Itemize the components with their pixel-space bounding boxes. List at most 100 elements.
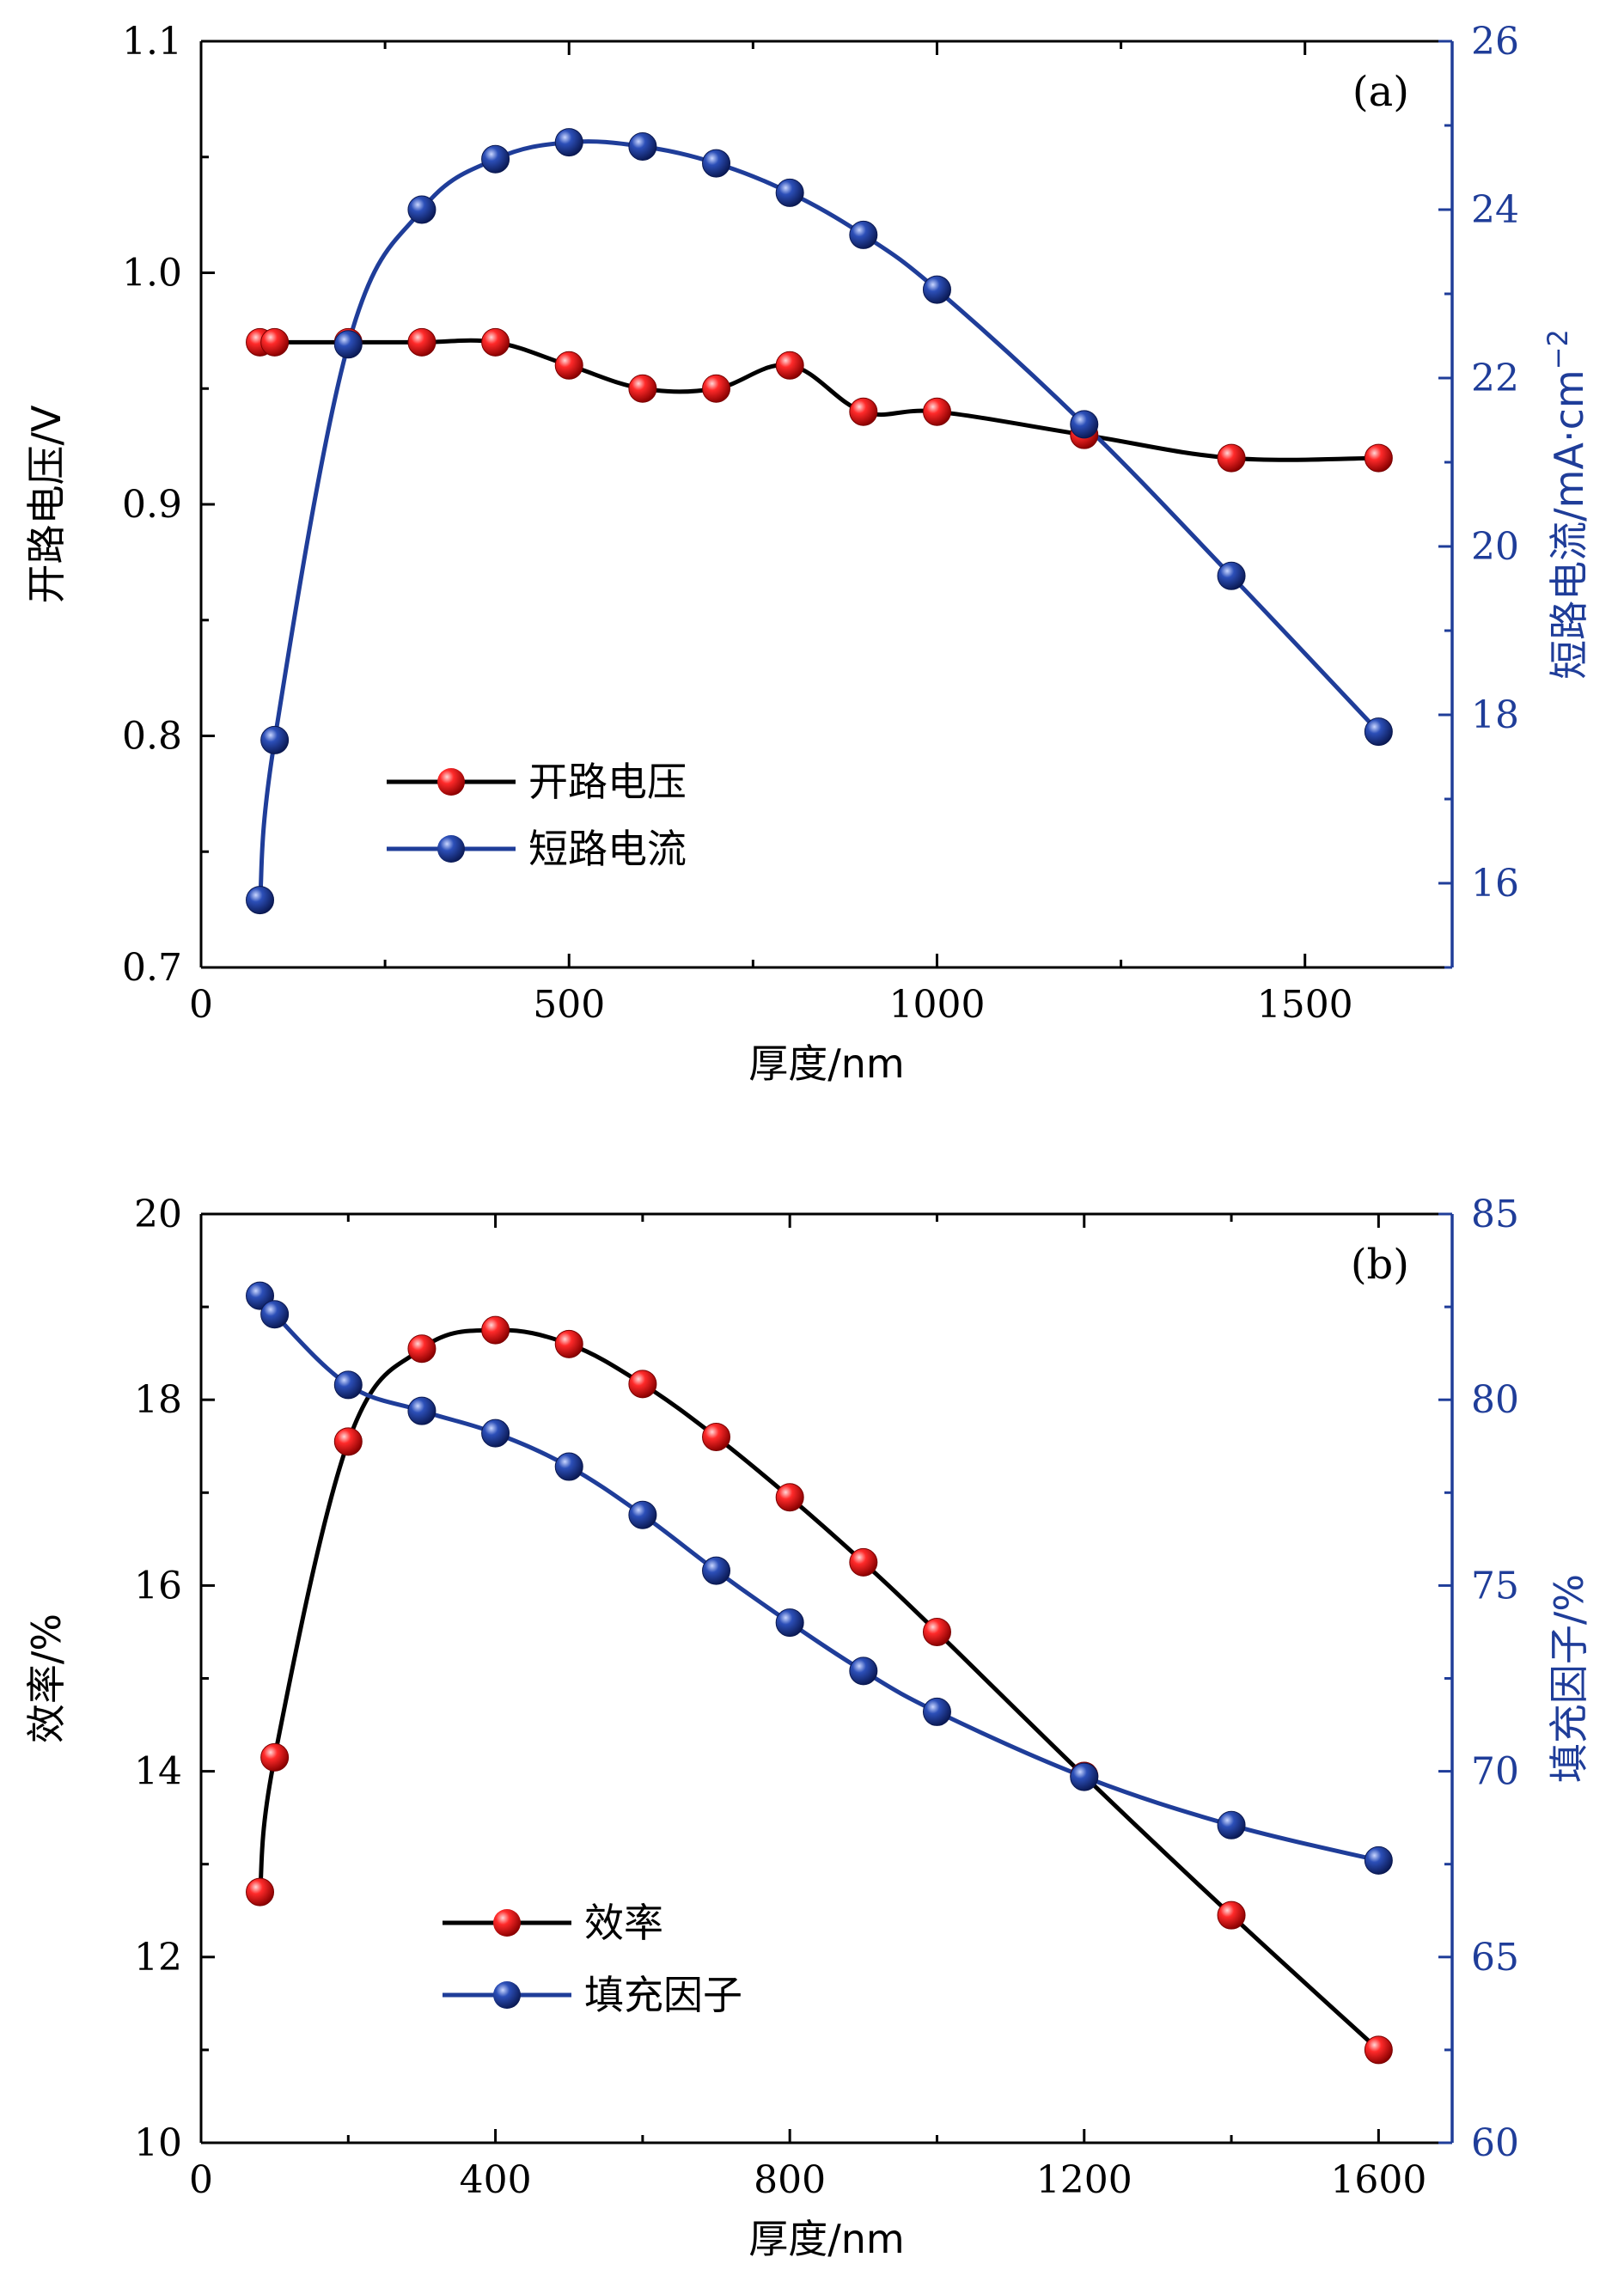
data-point xyxy=(775,1483,804,1512)
legend-marker xyxy=(493,1909,521,1937)
y-tick-label: 1.0 xyxy=(122,252,182,296)
y-tick-label: 12 xyxy=(134,1936,182,1980)
x-tick-label: 1600 xyxy=(1330,2158,1426,2202)
y-right-axis-label: 短路电流/mA·cm−2 xyxy=(1542,329,1592,680)
y-right-tick-label: 70 xyxy=(1471,1750,1519,1794)
data-point xyxy=(333,1427,363,1456)
data-point xyxy=(628,1500,657,1529)
legend-label: 短路电流 xyxy=(528,826,687,872)
panel-label: (b) xyxy=(1351,1241,1409,1289)
x-tick-label: 0 xyxy=(189,983,213,1027)
data-point xyxy=(260,725,290,754)
data-point xyxy=(481,327,510,357)
data-point xyxy=(407,1396,437,1425)
series-line-2 xyxy=(258,139,1381,900)
data-point xyxy=(1364,443,1393,473)
y-right-tick-label: 80 xyxy=(1471,1378,1519,1422)
data-point xyxy=(554,128,583,157)
y-right-tick-label: 16 xyxy=(1471,862,1519,906)
y-right-tick-label: 65 xyxy=(1471,1936,1519,1980)
data-point xyxy=(849,1656,878,1686)
y-tick-label: 0.8 xyxy=(122,715,182,759)
data-point xyxy=(1364,1846,1393,1875)
y-right-tick-label: 20 xyxy=(1471,525,1519,569)
series-line-2 xyxy=(258,1294,1379,1863)
y-tick-label: 10 xyxy=(134,2121,182,2165)
data-point xyxy=(849,220,878,249)
data-point xyxy=(628,132,657,161)
x-tick-label: 500 xyxy=(533,983,605,1027)
x-tick-label: 1000 xyxy=(888,983,985,1027)
panel-label: (a) xyxy=(1352,68,1409,116)
data-point xyxy=(702,1422,731,1451)
y-right-tick-label: 26 xyxy=(1471,20,1519,64)
data-point xyxy=(246,886,275,915)
y-right-axis-label-superscript: −2 xyxy=(1542,329,1574,369)
data-point xyxy=(407,195,437,224)
data-point xyxy=(481,1315,510,1345)
data-point xyxy=(260,327,290,357)
data-point xyxy=(1070,1762,1099,1791)
legend-label: 开路电压 xyxy=(528,759,687,805)
data-point xyxy=(333,330,363,359)
y-tick-label: 18 xyxy=(134,1378,182,1422)
data-point xyxy=(481,1418,510,1448)
data-point xyxy=(849,397,878,426)
data-point xyxy=(1217,1810,1246,1839)
data-point xyxy=(554,351,583,380)
data-point xyxy=(481,144,510,174)
x-tick-label: 0 xyxy=(189,2158,213,2202)
data-point xyxy=(260,1300,290,1329)
y-tick-label: 14 xyxy=(134,1750,182,1794)
data-point xyxy=(775,178,804,207)
y-right-tick-label: 75 xyxy=(1471,1564,1519,1608)
data-point xyxy=(922,275,951,304)
data-point xyxy=(922,397,951,426)
data-point xyxy=(1070,410,1099,439)
y-right-tick-label: 18 xyxy=(1471,693,1519,737)
data-point xyxy=(554,1452,583,1481)
y-axis-label: 开路电压/V xyxy=(23,405,70,603)
data-point xyxy=(628,1370,657,1399)
panel-b: 0 400 800 1200 1600 10 12 14 16 18 20 60 65 70 75 80 85 厚… xyxy=(23,1193,1592,2262)
y-right-axis-label: 填充因子/% xyxy=(1546,1574,1592,1783)
data-point xyxy=(554,1329,583,1358)
y-tick-label: 1.1 xyxy=(122,20,182,64)
legend-label: 效率 xyxy=(584,1900,663,1946)
y-tick-label: 20 xyxy=(134,1193,182,1236)
data-point xyxy=(628,374,657,403)
legend-label: 填充因子 xyxy=(584,1972,742,2018)
data-point xyxy=(1364,717,1393,747)
data-point xyxy=(922,1617,951,1646)
y-tick-label: 16 xyxy=(134,1564,182,1608)
legend-marker xyxy=(437,835,465,863)
x-axis-label: 厚度/nm xyxy=(748,1040,904,1087)
data-point xyxy=(407,1334,437,1364)
data-point xyxy=(922,1697,951,1726)
x-axis-label: 厚度/nm xyxy=(748,2216,904,2262)
panel-a: 0 500 1000 1500 0.7 0.8 0.9 1.0 1.1 16 18 20 22 24 26 厚… xyxy=(23,20,1592,1087)
y-right-tick-label: 24 xyxy=(1471,188,1519,232)
data-point xyxy=(1217,561,1246,590)
data-point xyxy=(246,1877,275,1907)
data-point xyxy=(702,1556,731,1585)
data-point xyxy=(702,374,731,403)
data-point xyxy=(775,351,804,380)
x-tick-label: 1500 xyxy=(1257,983,1353,1027)
data-point xyxy=(260,1742,290,1772)
data-point xyxy=(333,1370,363,1400)
x-tick-label: 800 xyxy=(754,2158,826,2202)
x-tick-label: 1200 xyxy=(1036,2158,1133,2202)
data-point xyxy=(1217,443,1246,473)
data-point xyxy=(1364,2035,1393,2065)
y-right-tick-label: 60 xyxy=(1471,2121,1519,2165)
series-line-1 xyxy=(259,338,1379,462)
legend-marker xyxy=(493,1981,521,2009)
data-point xyxy=(775,1608,804,1638)
data-point xyxy=(1217,1900,1246,1930)
x-tick-label: 400 xyxy=(460,2158,532,2202)
data-point xyxy=(407,327,437,357)
